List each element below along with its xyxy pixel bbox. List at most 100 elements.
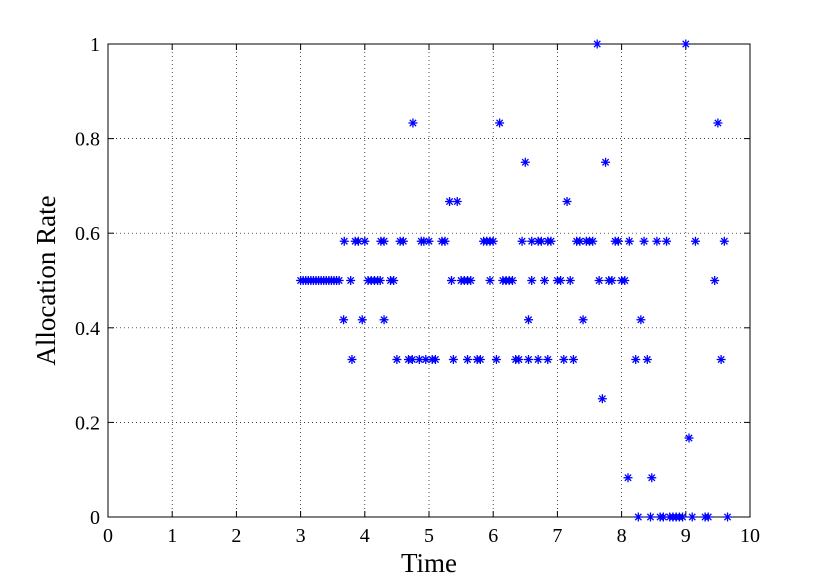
data-points — [296, 39, 733, 522]
grid-lines — [108, 44, 750, 517]
data-point — [601, 157, 611, 167]
data-point — [339, 315, 349, 325]
data-point — [662, 236, 672, 246]
x-tick-label: 1 — [167, 525, 177, 547]
x-tick-label: 6 — [488, 525, 498, 547]
data-point — [607, 276, 617, 285]
data-point — [594, 276, 604, 285]
data-point — [424, 236, 434, 246]
data-point — [346, 276, 356, 285]
data-point — [389, 276, 399, 285]
data-point — [647, 473, 657, 483]
data-point — [375, 276, 385, 285]
data-point — [514, 354, 524, 364]
data-point — [684, 433, 694, 443]
y-tick-label: 0.2 — [75, 412, 100, 434]
data-point — [633, 512, 643, 522]
data-point — [520, 157, 530, 167]
data-point — [556, 276, 566, 285]
data-point — [524, 354, 534, 364]
y-axis-title: Allocation Rate — [31, 195, 61, 365]
data-point — [690, 236, 700, 246]
data-point — [639, 236, 649, 246]
data-point — [565, 276, 575, 285]
data-point — [448, 354, 458, 364]
data-point — [347, 354, 357, 364]
data-point — [687, 512, 697, 522]
x-axis-title: Time — [401, 548, 457, 578]
data-point — [440, 236, 450, 246]
data-point — [527, 236, 537, 246]
x-tick-label: 9 — [681, 525, 691, 547]
x-tick-label: 7 — [552, 525, 562, 547]
x-tick-label: 4 — [360, 525, 370, 547]
data-point — [543, 354, 553, 364]
data-point — [379, 315, 389, 325]
data-point — [452, 197, 462, 207]
data-point — [631, 354, 641, 364]
data-point — [463, 354, 473, 364]
data-point — [559, 354, 569, 364]
data-point — [466, 276, 476, 285]
data-point — [652, 236, 662, 246]
y-tick-label: 0.8 — [75, 129, 100, 151]
data-point — [588, 236, 598, 246]
data-point — [495, 118, 505, 128]
data-point — [716, 354, 726, 364]
data-point — [703, 512, 713, 522]
data-point — [334, 276, 344, 285]
data-point — [642, 354, 652, 364]
data-point — [357, 315, 367, 325]
y-tick-label: 0.4 — [75, 318, 100, 340]
data-point — [533, 354, 543, 364]
data-point — [592, 39, 602, 49]
data-point — [568, 354, 578, 364]
data-point — [485, 276, 495, 285]
x-tick-label: 3 — [296, 525, 306, 547]
data-point — [524, 315, 534, 325]
data-point — [445, 197, 455, 207]
data-point — [613, 236, 623, 246]
data-point — [398, 236, 408, 246]
data-point — [488, 236, 498, 246]
data-point — [517, 236, 527, 246]
data-point — [636, 315, 646, 325]
data-point — [658, 512, 668, 522]
data-point — [527, 276, 537, 285]
data-point — [723, 512, 733, 522]
data-point — [546, 236, 556, 246]
x-tick-label: 2 — [231, 525, 241, 547]
data-point — [507, 276, 517, 285]
data-point — [624, 236, 634, 246]
data-point — [430, 354, 440, 364]
data-point — [540, 276, 550, 285]
data-point — [491, 354, 501, 364]
data-point — [710, 276, 720, 285]
data-point — [562, 197, 572, 207]
y-tick-label: 0.6 — [75, 223, 100, 245]
x-tick-label: 0 — [103, 525, 113, 547]
data-point — [578, 315, 588, 325]
tick-labels: 0 1 2 3 4 5 6 7 8 9 10 0 0.2 0.4 0.6 0.8 1 — [75, 34, 760, 547]
y-tick-label: 0 — [90, 507, 100, 529]
data-point — [623, 473, 633, 483]
data-point — [681, 39, 691, 49]
data-point — [392, 354, 402, 364]
y-tick-label: 1 — [90, 34, 100, 56]
data-point — [645, 512, 655, 522]
data-point — [360, 236, 370, 246]
data-point — [597, 394, 607, 404]
x-tick-label: 5 — [424, 525, 434, 547]
data-point — [713, 118, 723, 128]
data-point — [678, 512, 688, 522]
data-point — [719, 236, 729, 246]
data-point — [339, 236, 349, 246]
data-point — [408, 118, 418, 128]
data-point — [379, 236, 389, 246]
x-tick-label: 8 — [617, 525, 627, 547]
data-point — [446, 276, 456, 285]
x-tick-label: 10 — [740, 525, 760, 547]
data-point — [475, 354, 485, 364]
data-point — [620, 276, 630, 285]
